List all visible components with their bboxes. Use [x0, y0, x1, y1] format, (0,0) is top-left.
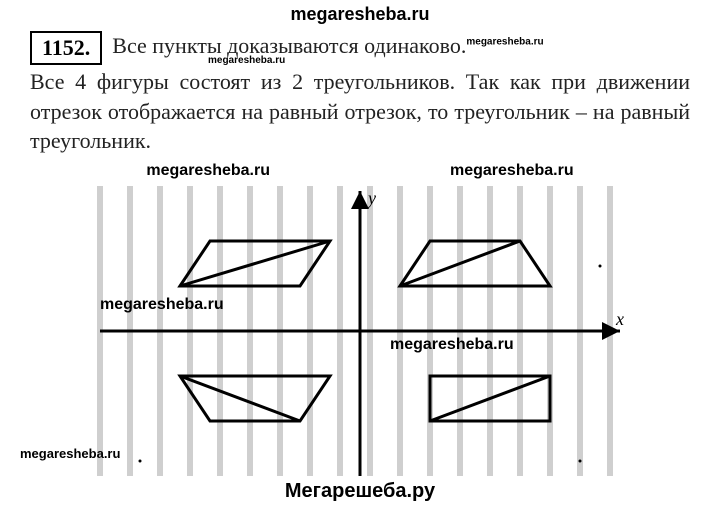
watermark-figure-left: megaresheba.ru — [100, 296, 224, 314]
watermark-inline-1: megaresheba.ru — [466, 37, 543, 48]
watermark-mid-row: megaresheba.ru megaresheba.ru — [0, 162, 720, 180]
watermark-mid-left: megaresheba.ru — [146, 162, 270, 180]
problem-first-sentence: Все пункты доказываются одинаково.megare… — [112, 31, 543, 61]
watermark-figure-bottom-left: megaresheba.ru — [20, 446, 120, 461]
watermark-figure-right: megaresheba.ru — [390, 336, 514, 354]
svg-text:x: x — [615, 309, 624, 329]
problem-number: 1152. — [30, 31, 102, 65]
watermark-inline-2: megaresheba.ru — [208, 55, 285, 66]
problem-header: 1152. Все пункты доказываются одинаково.… — [30, 31, 690, 65]
watermark-top: megaresheba.ru — [0, 0, 720, 25]
svg-text:y: y — [366, 188, 376, 208]
watermark-mid-right: megaresheba.ru — [450, 162, 574, 180]
watermark-bottom: Мегарешеба.ру — [0, 480, 720, 503]
coordinate-figure: y x — [80, 186, 640, 476]
sentence-1: Все пункты доказываются одинаково. — [112, 33, 466, 58]
problem-body: Все 4 фигуры состоят из 2 треугольников.… — [30, 67, 690, 156]
figure-area: y x megaresheba.ru megaresheba.ru megare… — [80, 186, 640, 476]
